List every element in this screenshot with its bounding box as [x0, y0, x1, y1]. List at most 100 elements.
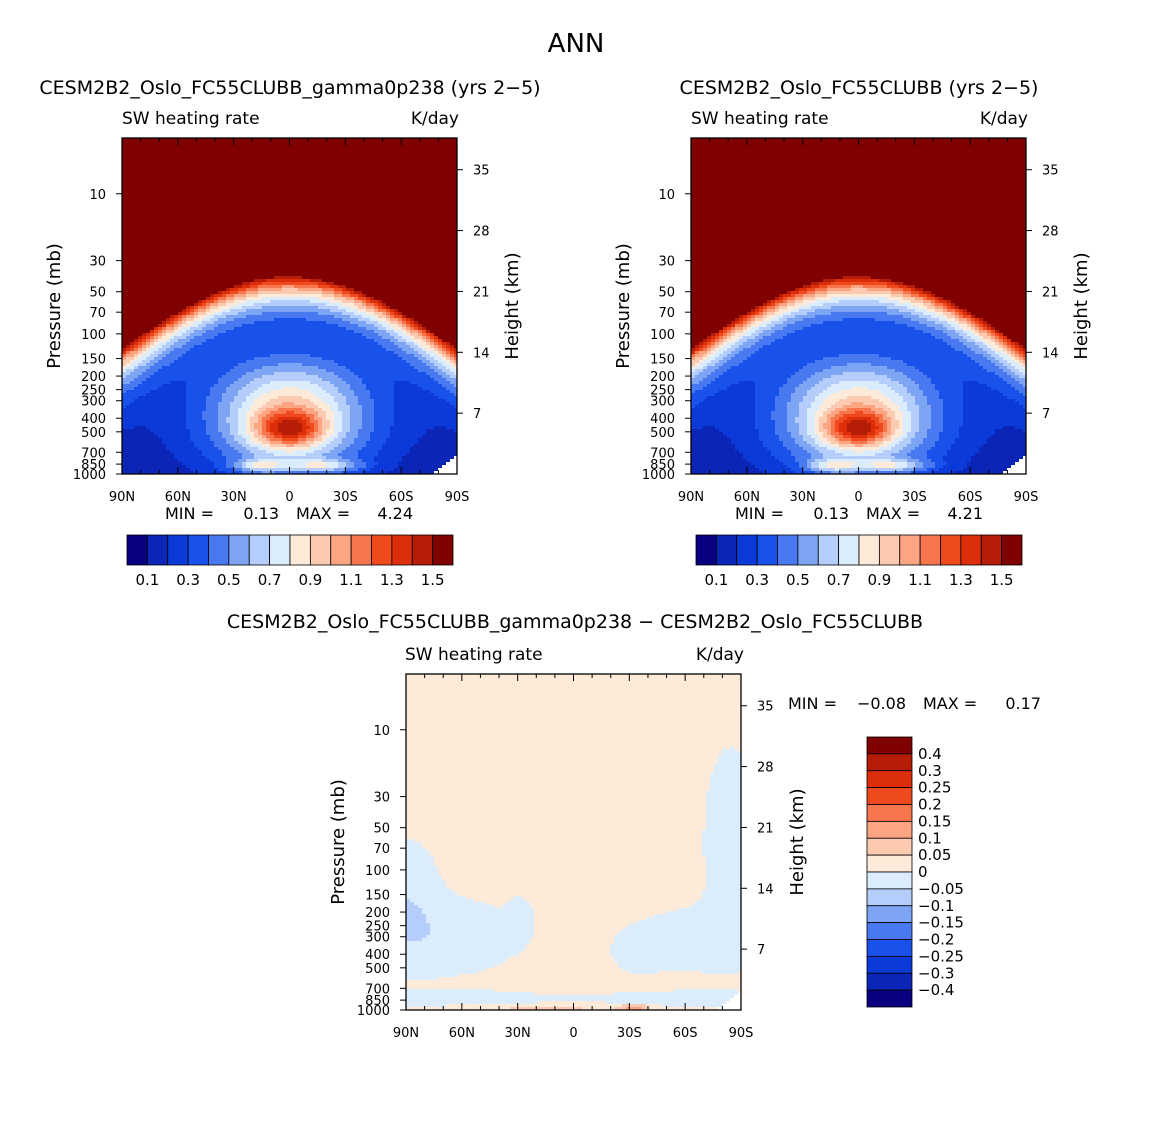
contour-cell — [422, 908, 535, 912]
contour-cell — [338, 459, 351, 463]
contour-cell — [170, 315, 175, 319]
contour-cell — [827, 447, 840, 451]
contour-cell — [346, 432, 359, 436]
contour-cell — [711, 372, 724, 376]
contour-cell — [194, 309, 199, 313]
contour-cell — [995, 336, 1000, 340]
contour-cell — [847, 426, 872, 430]
contour-cell — [194, 306, 199, 310]
colorbar-box — [866, 770, 913, 789]
contour-cell — [715, 339, 720, 343]
contour-cell — [719, 354, 728, 358]
contour-cell — [330, 441, 343, 445]
contour-cell — [390, 312, 395, 316]
contour-cell — [358, 453, 379, 457]
contour-cell — [398, 324, 403, 328]
max-label: MAX = — [923, 694, 977, 713]
contour-cell — [238, 441, 247, 445]
contour-cell — [799, 405, 812, 409]
contour-cell — [735, 348, 744, 352]
contour-cell — [442, 384, 455, 388]
contour-cell — [815, 459, 828, 463]
contour-cell — [454, 372, 457, 376]
contour-cell — [915, 288, 924, 292]
contour-cell — [827, 387, 852, 391]
contour-cell — [747, 315, 752, 319]
contour-cell — [702, 848, 741, 852]
contour-cell — [262, 312, 319, 316]
contour-cell — [350, 414, 363, 418]
contour-cell — [270, 411, 287, 415]
contour-cell — [186, 318, 195, 322]
contour-cell — [803, 318, 844, 322]
contour-cell — [226, 297, 235, 301]
colorbar: 0.1 0.3 0.5 0.7 0.9 1.1 1.3 1.5 — [126, 534, 454, 589]
contour-cell — [691, 318, 736, 322]
contour-cell — [763, 303, 768, 307]
contour-cell — [923, 390, 940, 394]
contour-cell — [126, 405, 187, 409]
contour-cell — [430, 336, 435, 340]
panel-title: CESM2B2_Oslo_FC55CLUBB_gamma0p238 (yrs 2… — [39, 77, 540, 99]
contour-cell — [406, 872, 439, 876]
contour-cell — [1019, 375, 1026, 379]
contour-cell — [815, 399, 824, 403]
contour-cell — [402, 312, 457, 316]
contour-cell — [354, 330, 375, 334]
contour-cell — [927, 375, 1000, 379]
contour-cell — [394, 312, 399, 316]
contour-cell — [1011, 363, 1020, 367]
contour-cell — [230, 444, 243, 448]
contour-cell — [450, 354, 455, 358]
contour-cell — [210, 318, 219, 322]
contour-cell — [879, 420, 888, 424]
contour-cell — [494, 989, 675, 993]
contour-cell — [691, 201, 1026, 205]
contour-cell — [298, 438, 307, 442]
contour-cell — [378, 327, 387, 331]
contour-cell — [334, 399, 347, 403]
contour-cell — [875, 414, 884, 418]
contour-cell — [779, 438, 796, 442]
contour-cell — [763, 321, 772, 325]
contour-cell — [943, 459, 972, 463]
contour-cell — [398, 339, 407, 343]
contour-cell — [406, 875, 443, 879]
x-tick-label: 60N — [734, 490, 760, 505]
contour-cell — [138, 396, 187, 400]
contour-cell — [122, 294, 211, 298]
contour-cell — [374, 306, 379, 310]
contour-cell — [214, 327, 235, 331]
contour-cell — [162, 357, 179, 361]
contour-cell — [362, 405, 375, 409]
contour-cell — [807, 459, 816, 463]
contour-cell — [366, 300, 371, 304]
contour-cell — [963, 399, 1016, 403]
contour-cell — [178, 312, 183, 316]
contour-cell — [691, 300, 768, 304]
contour-cell — [406, 803, 707, 807]
contour-cell — [835, 279, 880, 283]
contour-cell — [318, 405, 331, 409]
contour-cell — [406, 707, 741, 711]
y-axis-label: Pressure (mb) — [328, 779, 349, 905]
contour-cell — [815, 423, 820, 427]
contour-cell — [935, 312, 944, 316]
contour-cell — [406, 974, 459, 978]
contour-cell — [691, 387, 704, 391]
contour-cell — [122, 441, 163, 445]
contour-cell — [318, 282, 327, 286]
contour-cell — [755, 342, 772, 346]
contour-cell — [262, 471, 275, 474]
contour-cell — [166, 444, 195, 448]
contour-cell — [923, 291, 932, 295]
contour-cell — [815, 360, 904, 364]
contour-cell — [799, 414, 808, 418]
contour-cell — [979, 318, 984, 322]
contour-plot — [691, 138, 1026, 474]
contour-cell — [406, 683, 741, 687]
contour-cell — [250, 393, 263, 397]
contour-cell — [879, 417, 884, 421]
contour-cell — [350, 444, 367, 448]
contour-cell — [246, 297, 263, 301]
